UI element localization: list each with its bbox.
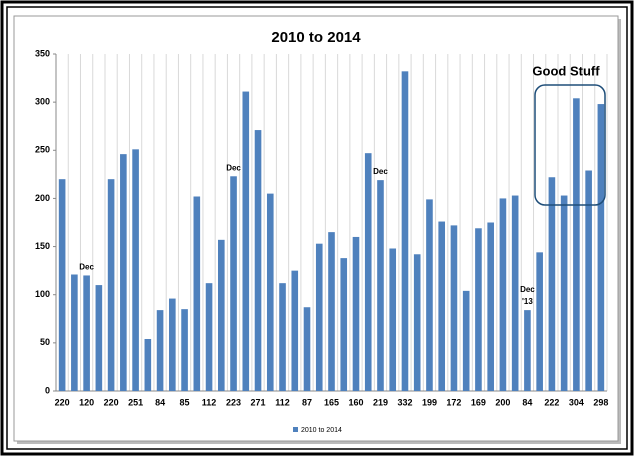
bar [499,198,507,391]
y-tick-label: 350 [35,48,50,58]
x-tick-label: 199 [422,397,437,407]
bar [120,154,127,391]
bar [266,193,274,391]
bar [487,222,494,391]
x-tick-label: 298 [593,397,608,407]
bar [169,298,176,391]
x-tick-label: 200 [495,397,510,407]
bar [585,170,592,391]
bar [426,199,433,391]
bar [389,248,397,391]
bar [560,195,568,391]
bar [340,258,348,391]
bar [536,252,543,391]
y-tick-label: 300 [35,97,50,107]
x-tick-label: 220 [55,397,70,407]
x-tick-label: 332 [397,397,412,407]
x-tick-label: 220 [104,397,119,407]
bar [462,290,470,391]
y-tick-label: 150 [35,241,50,251]
x-tick-label: 251 [128,397,143,407]
annotation: Dec [520,285,535,294]
x-tick-label: 219 [373,397,388,407]
bar [58,179,66,391]
y-tick-label: 100 [35,289,50,299]
bar [95,285,103,391]
x-tick-label: 85 [180,397,190,407]
x-tick-label: 84 [155,397,165,407]
x-tick-label: 112 [275,397,290,407]
bar [230,176,237,391]
y-tick-label: 200 [35,193,50,203]
y-tick-label: 0 [45,385,50,395]
bar [377,180,384,391]
x-tick-label: 223 [226,397,241,407]
bar [438,221,446,391]
bar [450,225,458,391]
x-tick-label: 160 [348,397,363,407]
x-tick-label: 84 [522,397,532,407]
bar [475,228,482,391]
x-tick-label: 169 [471,397,486,407]
bar [291,270,299,391]
bar [524,310,531,391]
bar [83,275,90,391]
x-tick-label: 172 [446,397,461,407]
bar [364,153,372,391]
bar [352,236,360,391]
inner-border [6,6,628,450]
legend-swatch [293,427,298,432]
bar [548,177,556,391]
legend-label: 2010 to 2014 [301,427,342,434]
bar [205,283,213,391]
x-tick-label: 271 [251,397,266,407]
annotation: Dec [373,167,388,176]
bar [511,195,519,391]
bar [156,310,164,391]
x-tick-label: 112 [202,397,217,407]
bar [597,104,605,391]
annotation-title: Good Stuff [532,63,600,78]
bar [132,149,139,391]
bar [303,307,311,391]
annotation: Dec [226,163,241,172]
bar [413,254,421,391]
x-tick-label: 120 [79,397,94,407]
bar [328,232,335,391]
x-tick-label: 165 [324,397,339,407]
bar [107,179,115,391]
bar [242,91,250,392]
x-tick-label: 304 [569,397,584,407]
bar [217,239,225,391]
bar [279,283,286,391]
bar [193,196,201,391]
x-tick-label: 87 [302,397,312,407]
bar [144,339,152,391]
y-tick-label: 250 [35,145,50,155]
bar [315,243,323,391]
annotation: Dec [79,263,94,272]
bar [71,274,78,391]
bar [181,309,188,391]
annotation: '13 [522,297,533,306]
bar [401,71,409,392]
x-tick-label: 222 [544,397,559,407]
bar [254,130,262,391]
chart-title: 2010 to 2014 [271,29,361,46]
y-tick-label: 50 [40,337,50,347]
highlight-box [534,84,606,206]
bar [573,98,580,391]
